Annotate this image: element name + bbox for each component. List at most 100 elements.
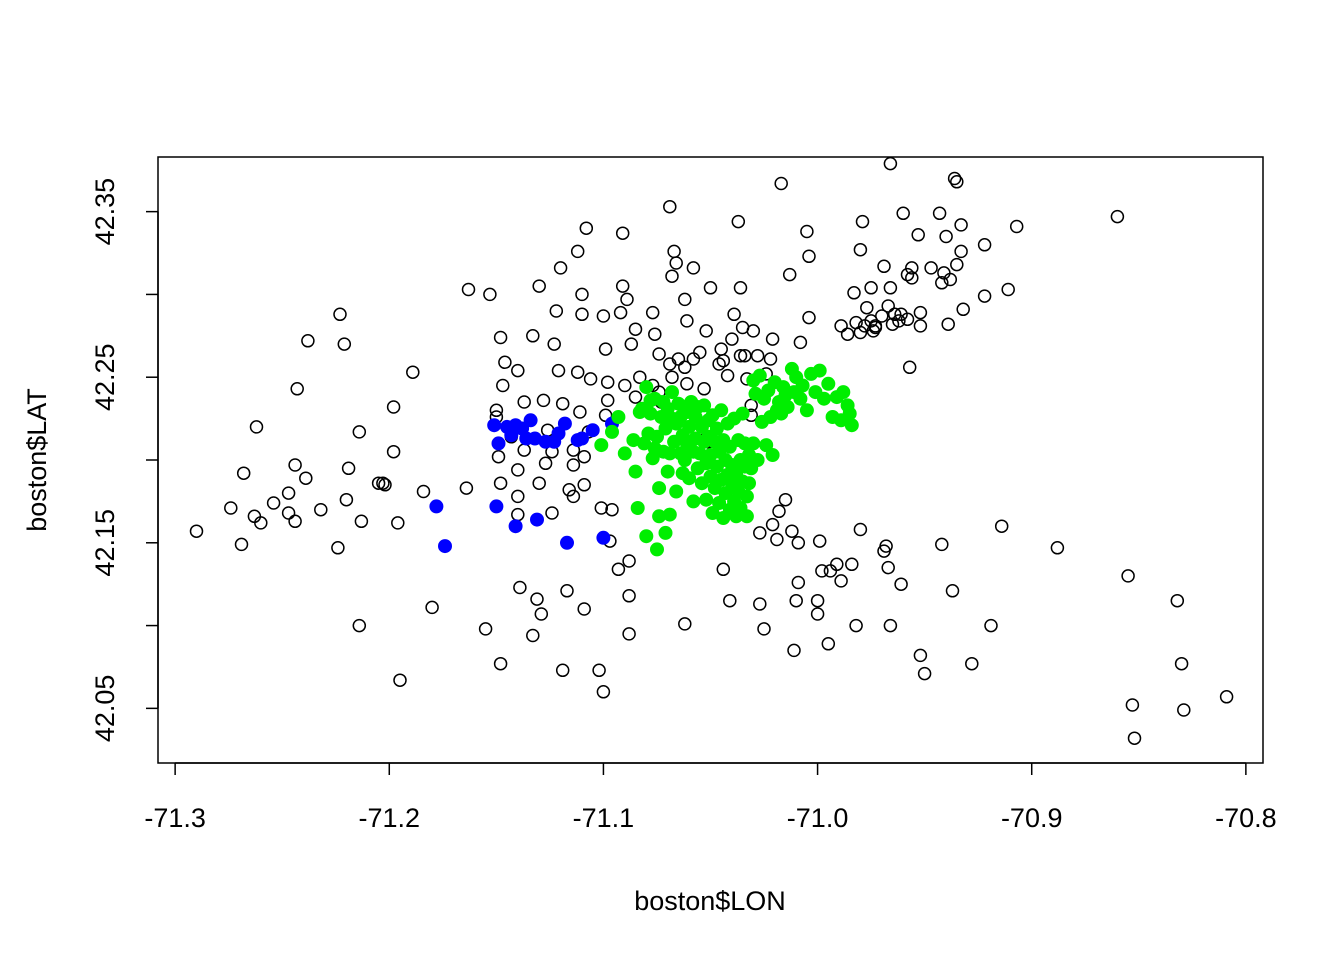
green-point bbox=[735, 406, 750, 421]
open-point bbox=[517, 395, 531, 409]
open-point bbox=[791, 536, 806, 550]
x-tick-label: -71.0 bbox=[787, 803, 849, 833]
open-point bbox=[731, 214, 746, 229]
open-point bbox=[947, 171, 962, 186]
open-point bbox=[860, 300, 874, 315]
open-point bbox=[782, 267, 797, 282]
open-point bbox=[853, 522, 868, 537]
open-point bbox=[622, 589, 636, 603]
open-point bbox=[549, 304, 564, 318]
open-point bbox=[1110, 209, 1125, 224]
open-point bbox=[815, 564, 829, 578]
green-point bbox=[699, 492, 714, 507]
blue-point bbox=[523, 413, 538, 428]
open-point bbox=[984, 618, 998, 633]
green-point bbox=[605, 424, 619, 439]
open-point bbox=[950, 175, 964, 189]
open-point bbox=[1050, 541, 1065, 555]
green-point bbox=[686, 494, 701, 509]
open-point bbox=[622, 554, 636, 568]
data-points bbox=[189, 156, 1234, 745]
green-point bbox=[746, 436, 761, 451]
open-point bbox=[665, 370, 679, 384]
open-point bbox=[628, 322, 643, 336]
open-point bbox=[1127, 731, 1142, 745]
open-point bbox=[536, 393, 551, 408]
open-point bbox=[547, 337, 561, 351]
open-point bbox=[1009, 219, 1024, 234]
open-point bbox=[511, 463, 525, 477]
blue-point bbox=[585, 423, 600, 438]
x-axis: -71.3 -71.2 -71.1 -71.0 -70.9 -70.8 bbox=[144, 762, 1277, 833]
open-point bbox=[885, 317, 900, 331]
open-point bbox=[894, 577, 908, 591]
green-point bbox=[652, 481, 667, 496]
open-point bbox=[744, 398, 758, 413]
open-point bbox=[301, 334, 315, 348]
x-tick-label: -70.9 bbox=[1001, 803, 1063, 833]
open-point bbox=[723, 593, 737, 608]
open-point bbox=[924, 261, 938, 275]
open-point bbox=[611, 562, 626, 577]
open-point bbox=[299, 471, 313, 485]
open-point bbox=[555, 396, 570, 411]
open-point bbox=[772, 504, 786, 519]
open-point bbox=[354, 514, 369, 529]
x-axis-label: boston$LON bbox=[634, 886, 786, 916]
blue-point bbox=[438, 539, 452, 554]
open-point bbox=[840, 327, 855, 341]
open-point bbox=[596, 685, 611, 699]
green-point bbox=[630, 501, 645, 515]
open-point bbox=[977, 238, 992, 252]
y-tick-label: 42.35 bbox=[90, 178, 120, 246]
green-point bbox=[617, 446, 632, 461]
green-point bbox=[660, 464, 675, 479]
open-point bbox=[678, 292, 692, 307]
blue-point bbox=[557, 416, 572, 431]
open-point bbox=[720, 368, 735, 383]
green-point bbox=[650, 429, 664, 444]
open-point bbox=[845, 557, 859, 572]
open-point bbox=[333, 307, 347, 322]
open-point bbox=[532, 476, 546, 490]
open-point bbox=[575, 287, 589, 302]
open-point bbox=[570, 244, 585, 259]
open-point bbox=[526, 329, 540, 343]
blue-point bbox=[487, 418, 502, 433]
y-tick-label: 42.15 bbox=[90, 509, 120, 577]
green-point bbox=[795, 378, 810, 393]
open-point bbox=[935, 537, 949, 552]
green-point bbox=[658, 525, 673, 540]
open-point bbox=[879, 539, 893, 553]
open-point bbox=[663, 199, 677, 214]
open-point bbox=[680, 377, 694, 391]
open-point bbox=[391, 516, 405, 530]
open-point bbox=[493, 476, 508, 490]
open-point bbox=[526, 628, 540, 643]
open-point bbox=[965, 656, 979, 671]
open-point bbox=[941, 317, 955, 331]
open-point bbox=[511, 363, 525, 378]
open-point bbox=[613, 305, 628, 320]
open-point bbox=[339, 492, 354, 507]
open-point bbox=[331, 541, 345, 555]
green-point bbox=[817, 391, 831, 406]
open-point bbox=[281, 506, 296, 520]
open-point bbox=[236, 466, 251, 480]
green-point bbox=[669, 484, 684, 499]
y-axis: 42.05 42.15 42.25 42.35 bbox=[90, 178, 159, 742]
blue-point bbox=[596, 530, 611, 545]
open-point bbox=[1170, 593, 1185, 608]
blue-point bbox=[491, 436, 506, 451]
x-tick-label: -71.2 bbox=[359, 803, 421, 833]
open-point bbox=[371, 476, 386, 490]
open-point bbox=[483, 287, 497, 302]
open-point bbox=[939, 229, 953, 244]
blue-point bbox=[429, 499, 444, 514]
open-point bbox=[530, 592, 544, 606]
green-point bbox=[799, 403, 814, 418]
blue-point bbox=[551, 426, 566, 441]
open-point bbox=[900, 312, 915, 327]
open-point bbox=[478, 622, 493, 636]
